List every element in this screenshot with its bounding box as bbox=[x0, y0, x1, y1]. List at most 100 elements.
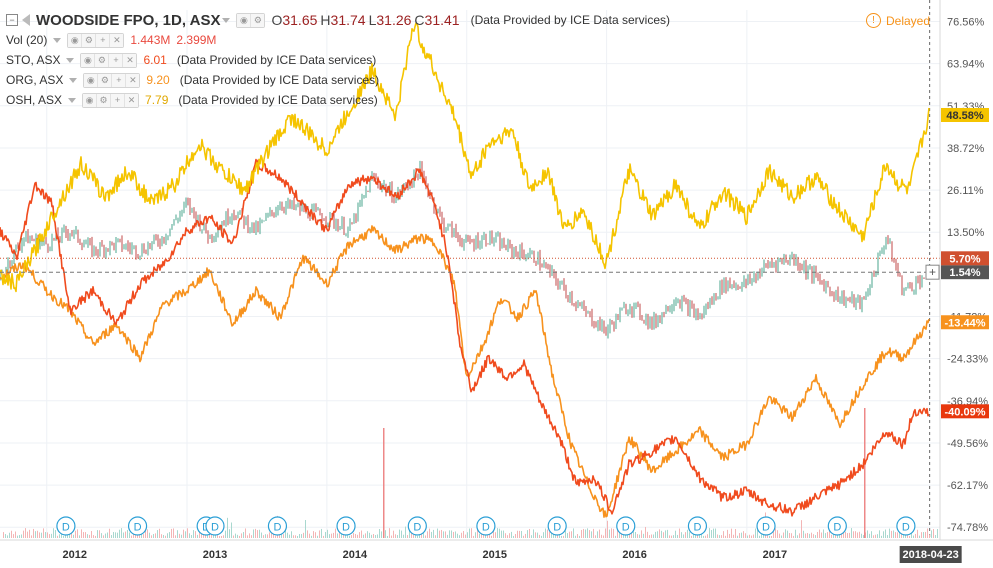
volume-bar bbox=[855, 531, 856, 538]
volume-bar bbox=[243, 532, 244, 538]
add-plus-button[interactable] bbox=[925, 264, 940, 280]
volume-bar bbox=[327, 529, 328, 538]
volume-bar bbox=[867, 530, 868, 538]
volume-bar bbox=[301, 534, 302, 538]
dividend-marker[interactable] bbox=[896, 516, 916, 536]
eye-icon[interactable]: ◉ bbox=[68, 33, 83, 47]
x-tick-label: 2018-04-23 bbox=[903, 549, 959, 561]
dividend-marker[interactable] bbox=[827, 516, 847, 536]
volume-bar bbox=[439, 530, 440, 538]
series-toolbar[interactable]: ◉ ⚙ + ✕ bbox=[80, 52, 138, 68]
close-icon[interactable]: ✕ bbox=[125, 93, 139, 107]
volume-bar bbox=[525, 533, 526, 538]
compare-label[interactable]: ORG, ASX bbox=[6, 73, 64, 87]
volume-bar bbox=[625, 535, 626, 538]
chevron-down-icon[interactable] bbox=[66, 57, 75, 63]
volume-bar bbox=[205, 534, 206, 538]
volume-bar bbox=[103, 535, 104, 538]
gear-icon[interactable]: ⚙ bbox=[95, 53, 110, 67]
collapse-icon[interactable]: − bbox=[6, 14, 18, 26]
plus-icon[interactable]: + bbox=[112, 73, 127, 87]
eye-icon[interactable]: ◉ bbox=[83, 93, 98, 107]
gear-icon[interactable]: ⚙ bbox=[251, 13, 265, 27]
chevron-down-icon[interactable] bbox=[68, 97, 77, 103]
dividend-marker[interactable] bbox=[127, 516, 148, 536]
compare-label[interactable]: OSH, ASX bbox=[6, 93, 63, 107]
volume-bar bbox=[563, 535, 564, 538]
x-axis[interactable]: 2012 2013 2014 2015 2016 2017 2018-04-23 bbox=[0, 539, 993, 563]
volume-bar bbox=[675, 530, 676, 538]
volume-bars bbox=[3, 408, 938, 538]
dividend-marker[interactable] bbox=[756, 516, 776, 536]
volume-bar bbox=[313, 531, 314, 538]
plus-icon[interactable]: + bbox=[109, 53, 124, 67]
symbol-title[interactable]: WOODSIDE FPO, 1D, ASX bbox=[36, 11, 221, 29]
legend-compare-org: ORG, ASX ◉ ⚙ + ✕ 9.20 (Data Provided by ICE… bbox=[6, 70, 670, 90]
dividend-marker[interactable] bbox=[687, 516, 708, 536]
dividend-marker[interactable] bbox=[205, 516, 225, 536]
dividend-markers[interactable]: DDDDDDDDDDDDDD bbox=[56, 516, 916, 536]
eye-icon[interactable]: ◉ bbox=[81, 53, 96, 67]
dividend-marker[interactable] bbox=[267, 516, 288, 536]
volume-bar bbox=[275, 535, 276, 538]
volume-bar bbox=[303, 532, 304, 538]
flag-icon[interactable] bbox=[22, 14, 30, 26]
volume-bar bbox=[569, 531, 570, 538]
volume-bar bbox=[449, 530, 450, 538]
close-icon[interactable]: ✕ bbox=[123, 53, 137, 67]
volume-bar bbox=[337, 533, 338, 538]
volume-bar bbox=[123, 532, 124, 538]
series-toolbar[interactable]: ◉ ⚙ + ✕ bbox=[82, 92, 140, 108]
volume-bar bbox=[729, 533, 730, 538]
series-toolbar[interactable]: ◉ ⚙ + ✕ bbox=[67, 32, 125, 48]
dividend-marker[interactable] bbox=[407, 516, 427, 536]
chevron-down-icon[interactable] bbox=[69, 77, 78, 83]
plus-icon[interactable]: + bbox=[96, 33, 111, 47]
plus-icon[interactable]: + bbox=[111, 93, 126, 107]
volume-bar bbox=[609, 529, 610, 538]
volume-bar bbox=[15, 531, 16, 538]
series-toolbar[interactable]: ◉ ⚙ bbox=[236, 12, 266, 28]
compare-label[interactable]: STO, ASX bbox=[6, 53, 61, 67]
volume-bar bbox=[231, 522, 232, 538]
series-toolbar[interactable]: ◉ ⚙ + ✕ bbox=[83, 72, 141, 88]
chevron-down-icon[interactable] bbox=[222, 17, 231, 23]
eye-icon[interactable]: ◉ bbox=[237, 13, 252, 27]
volume-bar bbox=[827, 532, 828, 538]
dividend-marker-label: D bbox=[833, 522, 841, 534]
volume-bar bbox=[559, 534, 560, 538]
volume-bar bbox=[501, 530, 502, 538]
last-value-badge-label: -40.09% bbox=[945, 406, 986, 418]
volume-bar bbox=[55, 530, 56, 538]
eye-icon[interactable]: ◉ bbox=[84, 73, 99, 87]
close-icon[interactable]: ✕ bbox=[126, 73, 140, 87]
dividend-marker[interactable] bbox=[616, 516, 636, 536]
volume-bar bbox=[417, 535, 418, 538]
volume-bar bbox=[515, 534, 516, 538]
volume-bar bbox=[905, 533, 906, 538]
volume-bar bbox=[627, 534, 628, 538]
dividend-marker[interactable] bbox=[336, 516, 356, 536]
volume-label[interactable]: Vol (20) bbox=[6, 33, 48, 47]
gear-icon[interactable]: ⚙ bbox=[97, 93, 112, 107]
dividend-marker[interactable] bbox=[56, 516, 76, 536]
gear-icon[interactable]: ⚙ bbox=[82, 33, 97, 47]
volume-bar bbox=[73, 534, 74, 538]
chevron-down-icon[interactable] bbox=[53, 37, 62, 43]
volume-bar bbox=[605, 528, 606, 538]
delayed-status[interactable]: ! Delayed bbox=[866, 13, 930, 28]
volume-bar bbox=[741, 532, 742, 538]
close-icon[interactable]: ✕ bbox=[110, 33, 124, 47]
volume-bar bbox=[707, 534, 708, 538]
volume-bar bbox=[921, 532, 922, 538]
dividend-marker-label: D bbox=[762, 522, 770, 534]
volume-bar bbox=[805, 533, 806, 538]
dividend-marker[interactable] bbox=[476, 516, 496, 536]
volume-bar bbox=[37, 530, 38, 538]
series-line bbox=[0, 225, 930, 518]
dividend-marker[interactable] bbox=[547, 516, 567, 536]
volume-bar bbox=[105, 533, 106, 538]
gear-icon[interactable]: ⚙ bbox=[98, 73, 113, 87]
volume-bar bbox=[369, 532, 370, 538]
